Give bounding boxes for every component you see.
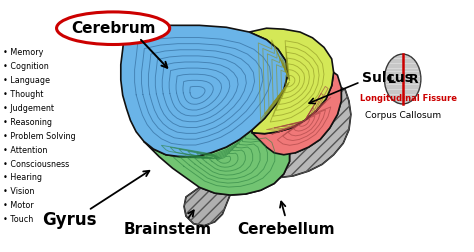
Text: • Hearing: • Hearing bbox=[3, 173, 42, 182]
Text: R: R bbox=[409, 73, 418, 85]
Text: • Motor: • Motor bbox=[3, 201, 34, 210]
Polygon shape bbox=[121, 25, 288, 157]
Text: • Problem Solving: • Problem Solving bbox=[3, 132, 75, 141]
Text: Cerebrum: Cerebrum bbox=[71, 21, 155, 36]
Text: • Memory: • Memory bbox=[3, 48, 43, 57]
Ellipse shape bbox=[56, 12, 170, 45]
Text: • Reasoning: • Reasoning bbox=[3, 118, 52, 127]
Text: Brainstem: Brainstem bbox=[124, 222, 212, 237]
Text: • Consciousness: • Consciousness bbox=[3, 160, 69, 169]
Text: L: L bbox=[388, 73, 396, 85]
Text: Sulcus: Sulcus bbox=[363, 71, 413, 85]
Text: Longitudinal Fissure: Longitudinal Fissure bbox=[359, 94, 456, 103]
Text: • Judgement: • Judgement bbox=[3, 104, 54, 113]
Polygon shape bbox=[249, 28, 334, 134]
Text: Gyrus: Gyrus bbox=[42, 211, 96, 229]
Text: Corpus Callosum: Corpus Callosum bbox=[365, 111, 441, 120]
Text: • Vision: • Vision bbox=[3, 187, 34, 196]
Text: • Attention: • Attention bbox=[3, 146, 47, 155]
Polygon shape bbox=[226, 88, 351, 195]
Polygon shape bbox=[252, 72, 341, 155]
Ellipse shape bbox=[384, 54, 421, 104]
Text: • Language: • Language bbox=[3, 76, 50, 85]
Text: • Cognition: • Cognition bbox=[3, 62, 49, 71]
Polygon shape bbox=[144, 130, 290, 195]
Text: Cerebellum: Cerebellum bbox=[237, 222, 335, 237]
Text: • Thought: • Thought bbox=[3, 90, 43, 99]
Text: • Touch: • Touch bbox=[3, 215, 33, 224]
Polygon shape bbox=[184, 187, 230, 226]
